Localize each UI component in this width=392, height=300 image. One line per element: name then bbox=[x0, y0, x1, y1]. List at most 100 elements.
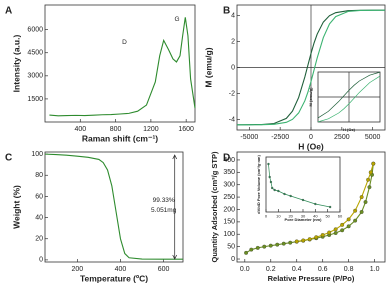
y-tick-label: 400 bbox=[223, 157, 235, 164]
data-point bbox=[267, 162, 270, 166]
data-point bbox=[320, 233, 325, 237]
y-tick-label: 150 bbox=[223, 219, 235, 226]
data-point bbox=[277, 189, 280, 193]
data-point bbox=[359, 210, 364, 214]
x-tick-label: 200 bbox=[72, 266, 84, 273]
x-tick-label: 1200 bbox=[143, 126, 159, 133]
data-point bbox=[268, 175, 271, 179]
x-tick-label: 10 bbox=[276, 214, 281, 219]
y-tick-label: 6000 bbox=[27, 26, 43, 33]
y-tick-label: 50 bbox=[227, 243, 235, 250]
data-point bbox=[301, 238, 306, 243]
data-point bbox=[294, 239, 299, 244]
data-point bbox=[301, 198, 305, 202]
y-tick-label: 20 bbox=[35, 236, 43, 243]
x-tick-label: 800 bbox=[110, 126, 122, 133]
x-tick-label: 1.0 bbox=[370, 266, 380, 273]
data-point bbox=[353, 208, 358, 213]
y-axis-label: M (emu/g) bbox=[203, 47, 213, 87]
data-point bbox=[328, 205, 332, 209]
data-point bbox=[340, 222, 345, 227]
x-tick-label: 60 bbox=[338, 214, 343, 219]
y-tick-label: 100 bbox=[223, 231, 235, 238]
x-axis-label: Temperature (ºC) bbox=[80, 273, 148, 283]
data-point bbox=[273, 188, 276, 192]
data-point bbox=[275, 242, 280, 247]
annotation: 99.33% bbox=[153, 197, 175, 204]
y-tick-label: -4 bbox=[229, 116, 235, 123]
x-tick-label: 0.8 bbox=[344, 266, 354, 273]
x-tick-label: 40 bbox=[313, 214, 318, 219]
x-tick-label: 600 bbox=[158, 266, 170, 273]
x-tick-label: 0 bbox=[265, 214, 268, 219]
data-point bbox=[314, 235, 319, 240]
x-tick-label: 5000 bbox=[365, 134, 381, 141]
data-point bbox=[359, 195, 364, 200]
inset-frame bbox=[265, 156, 341, 213]
data-point bbox=[269, 180, 273, 184]
data-point bbox=[283, 192, 286, 196]
panel-label: B bbox=[223, 6, 230, 17]
x-tick-label: 0.4 bbox=[292, 266, 302, 273]
y-tick-label: 300 bbox=[223, 182, 235, 189]
y-tick-label: 1500 bbox=[27, 96, 43, 103]
x-tick-label: 2500 bbox=[334, 134, 350, 141]
panel-label: C bbox=[5, 153, 12, 164]
data-point bbox=[353, 218, 358, 223]
x-tick-label: 1600 bbox=[178, 126, 194, 133]
data-point bbox=[249, 247, 254, 252]
x-axis-label: Relative Pressure (P/Po) bbox=[268, 274, 355, 283]
x-axis-label: Raman shift (cm⁻¹) bbox=[82, 133, 158, 143]
data-point bbox=[363, 200, 368, 204]
data-point bbox=[262, 244, 267, 249]
arrow-head bbox=[172, 154, 178, 260]
x-tick-label: 0 bbox=[309, 134, 313, 141]
y-tick-label: 3000 bbox=[27, 73, 43, 80]
plot-frame bbox=[44, 4, 196, 123]
data-point bbox=[340, 228, 345, 233]
y-tick-label: 60 bbox=[35, 193, 43, 200]
x-tick-label: 0.0 bbox=[240, 266, 250, 273]
annotation: 5.051mg bbox=[151, 207, 177, 214]
plot-frame bbox=[44, 151, 184, 263]
y-axis-label: Weight (%) bbox=[11, 185, 21, 229]
data-point bbox=[268, 243, 273, 248]
data-point bbox=[327, 230, 332, 235]
data-point bbox=[288, 240, 293, 245]
data-line bbox=[317, 75, 381, 123]
data-point bbox=[333, 231, 338, 235]
data-point bbox=[281, 241, 286, 246]
data-point bbox=[333, 227, 338, 232]
y-tick-label: 4500 bbox=[27, 50, 43, 57]
data-point bbox=[366, 177, 371, 182]
annotation: D bbox=[122, 39, 127, 46]
y-tick-label: 2 bbox=[231, 38, 235, 45]
x-tick-label: 400 bbox=[74, 126, 86, 133]
y-tick-label: 40 bbox=[35, 214, 43, 221]
panel-label: A bbox=[5, 6, 12, 17]
y-tick-label: -2 bbox=[229, 90, 235, 97]
y-tick-label: 4 bbox=[231, 12, 235, 19]
y-tick-label: 0 bbox=[39, 257, 43, 264]
x-tick-label: 50 bbox=[325, 214, 330, 219]
data-point bbox=[307, 237, 312, 242]
data-point bbox=[371, 161, 376, 166]
panel-label: D bbox=[223, 153, 230, 164]
y-tick-label: 250 bbox=[223, 194, 235, 201]
data-line bbox=[236, 9, 385, 126]
x-tick-label: 400 bbox=[115, 266, 127, 273]
y-tick-label: 0 bbox=[231, 64, 235, 71]
x-axis-label: Pore Diameter (nm) bbox=[285, 217, 323, 222]
x-tick-label: -2500 bbox=[271, 134, 289, 141]
y-tick-label: 350 bbox=[223, 169, 235, 176]
y-tick-label: 80 bbox=[35, 172, 43, 179]
x-tick-label: 0.6 bbox=[318, 266, 328, 273]
data-line bbox=[44, 153, 184, 260]
x-tick-label: 0.2 bbox=[266, 266, 276, 273]
y-axis-label: Quantity Adsorbed (cm³/g STP) bbox=[210, 151, 219, 262]
data-line bbox=[237, 9, 386, 126]
y-axis-label: dV/dD Pore Volume (cm³/g·nm) bbox=[256, 155, 261, 214]
data-point bbox=[255, 245, 260, 250]
y-tick-label: 0 bbox=[231, 256, 235, 263]
